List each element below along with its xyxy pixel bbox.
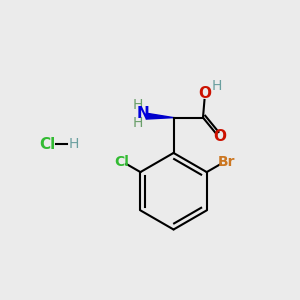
Text: N: N — [136, 106, 149, 121]
Text: H: H — [69, 137, 79, 151]
Text: Cl: Cl — [39, 136, 55, 152]
Text: H: H — [212, 79, 222, 93]
Text: O: O — [213, 129, 226, 144]
Text: Br: Br — [217, 154, 235, 169]
Text: H: H — [132, 98, 142, 112]
Text: Cl: Cl — [115, 154, 129, 169]
Text: H: H — [132, 116, 142, 130]
Polygon shape — [146, 113, 174, 119]
Text: O: O — [198, 86, 211, 101]
